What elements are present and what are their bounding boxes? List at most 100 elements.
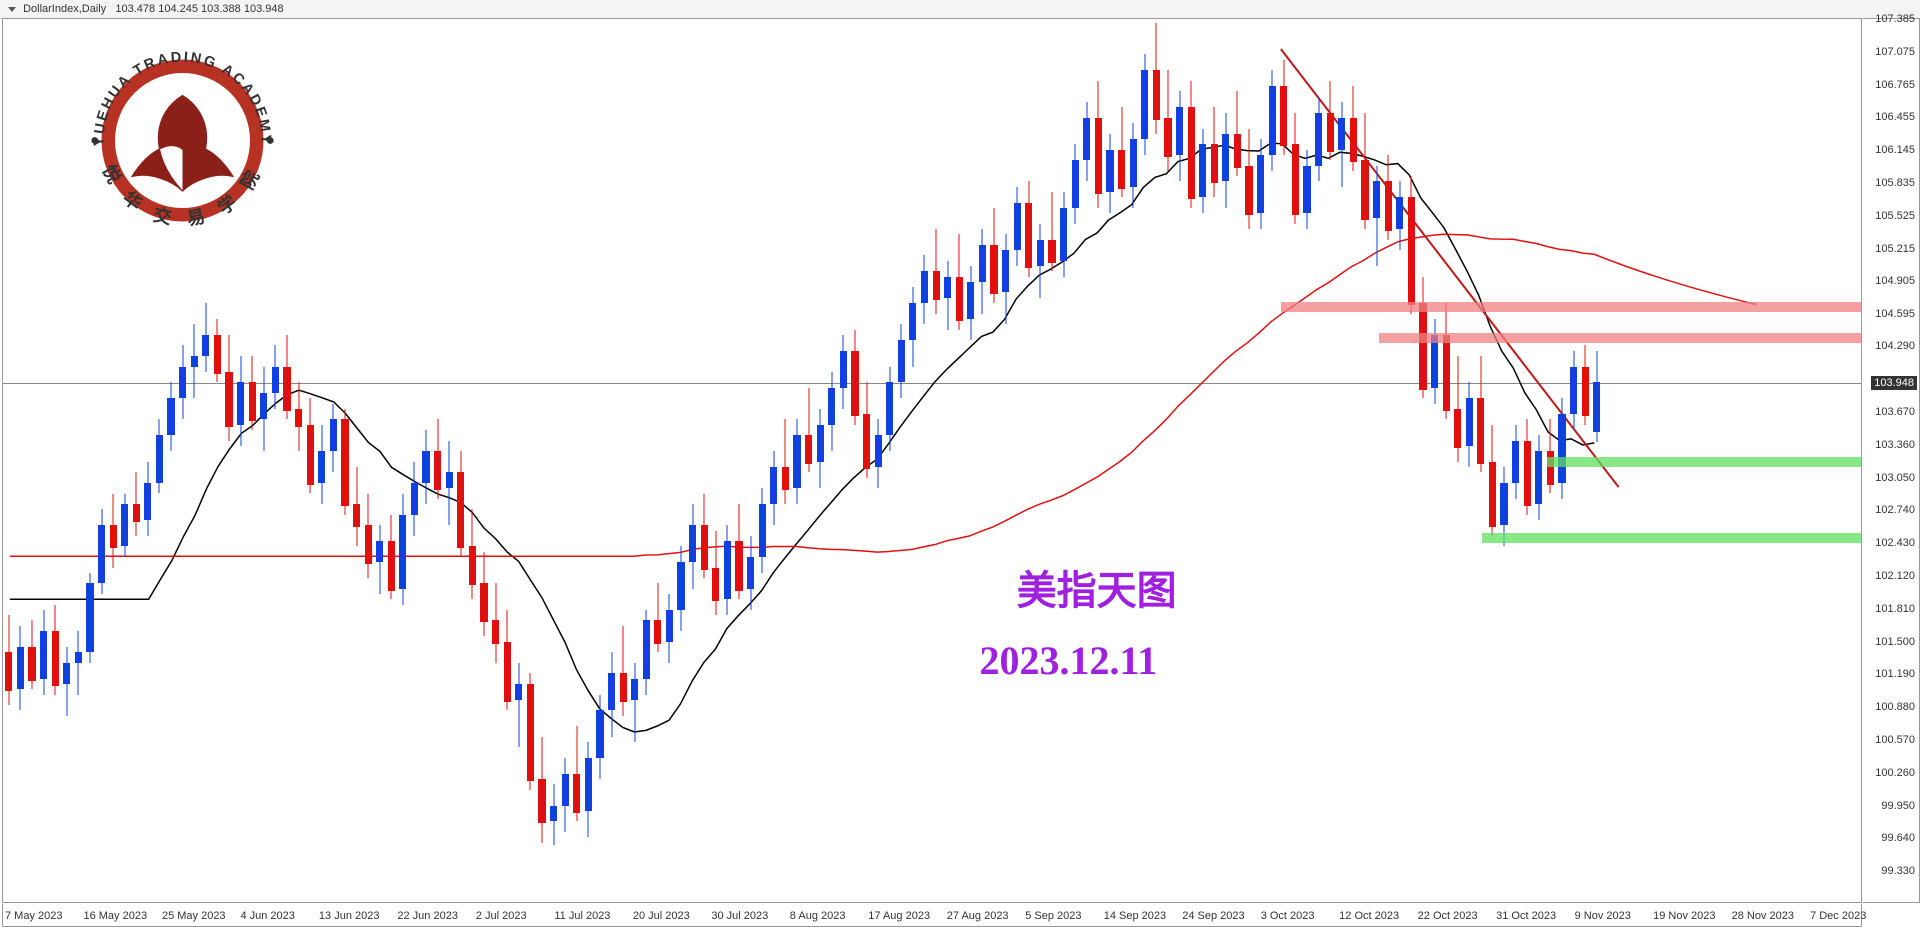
candle — [1315, 19, 1322, 902]
candle — [1327, 19, 1334, 902]
y-tick-label: 100.880 — [1875, 701, 1915, 713]
x-tick-label: 22 Jun 2023 — [397, 910, 458, 922]
y-tick-label: 102.740 — [1875, 504, 1915, 516]
candle — [341, 19, 348, 902]
candle — [1431, 19, 1438, 902]
candle — [1396, 19, 1403, 902]
candle — [1408, 19, 1415, 902]
x-tick-label: 7 May 2023 — [5, 910, 62, 922]
y-tick-label: 102.120 — [1875, 570, 1915, 582]
candle — [457, 19, 464, 902]
candle — [956, 19, 963, 902]
candle — [1048, 19, 1055, 902]
candle — [1292, 19, 1299, 902]
candle — [492, 19, 499, 902]
candle — [840, 19, 847, 902]
candle — [1188, 19, 1195, 902]
x-tick-label: 25 May 2023 — [162, 910, 226, 922]
candle — [469, 19, 476, 902]
candle — [388, 19, 395, 902]
x-tick-label: 17 Aug 2023 — [868, 910, 930, 922]
y-tick-label: 104.595 — [1875, 308, 1915, 320]
candle — [886, 19, 893, 902]
symbol-label: DollarIndex,Daily — [23, 3, 106, 15]
candle — [863, 19, 870, 902]
candle — [747, 19, 754, 902]
candle — [1338, 19, 1345, 902]
y-tick-label: 99.640 — [1881, 832, 1915, 844]
candle — [1477, 19, 1484, 902]
candle — [643, 19, 650, 902]
candle — [1350, 19, 1357, 902]
candle — [527, 19, 534, 902]
candle — [805, 19, 812, 902]
annotation-text: 2023.12.11 — [980, 637, 1158, 684]
candle — [365, 19, 372, 902]
candle — [735, 19, 742, 902]
candle — [562, 19, 569, 902]
candle — [1176, 19, 1183, 902]
candle — [318, 19, 325, 902]
candle — [480, 19, 487, 902]
candle — [573, 19, 580, 902]
candle — [307, 19, 314, 902]
candle — [538, 19, 545, 902]
y-tick-label: 99.330 — [1881, 865, 1915, 877]
candle — [608, 19, 615, 902]
candle — [1512, 19, 1519, 902]
candle — [40, 19, 47, 902]
candle — [399, 19, 406, 902]
candle — [770, 19, 777, 902]
candle — [1500, 19, 1507, 902]
candle — [1245, 19, 1252, 902]
candle — [1141, 19, 1148, 902]
candle — [1199, 19, 1206, 902]
y-tick-label: 106.765 — [1875, 79, 1915, 91]
candle — [701, 19, 708, 902]
candle — [1060, 19, 1067, 902]
y-tick-label: 105.835 — [1875, 177, 1915, 189]
candle — [5, 19, 12, 902]
y-axis: 107.385107.075106.765106.455106.145105.8… — [1863, 18, 1920, 903]
candle — [1211, 19, 1218, 902]
candle — [851, 19, 858, 902]
candle — [1385, 19, 1392, 902]
y-tick-label: 105.215 — [1875, 243, 1915, 255]
x-tick-label: 19 Nov 2023 — [1653, 910, 1715, 922]
candle — [898, 19, 905, 902]
x-tick-label: 5 Sep 2023 — [1025, 910, 1081, 922]
candle — [1361, 19, 1368, 902]
candle — [1419, 19, 1426, 902]
candle — [828, 19, 835, 902]
x-tick-label: 13 Jun 2023 — [319, 910, 380, 922]
candle — [967, 19, 974, 902]
candle — [909, 19, 916, 902]
y-tick-label: 99.950 — [1881, 800, 1915, 812]
x-tick-label: 2 Jul 2023 — [476, 910, 527, 922]
candle — [677, 19, 684, 902]
dropdown-icon[interactable] — [8, 7, 16, 12]
x-tick-label: 31 Oct 2023 — [1496, 910, 1556, 922]
candle — [817, 19, 824, 902]
resistance-zone — [1379, 333, 1861, 343]
chart-title-bar: DollarIndex,Daily 103.478 104.245 103.38… — [0, 0, 1920, 19]
candle — [712, 19, 719, 902]
candle — [1466, 19, 1473, 902]
candle — [1025, 19, 1032, 902]
candle — [376, 19, 383, 902]
candle — [1280, 19, 1287, 902]
candle — [1303, 19, 1310, 902]
x-tick-label: 4 Jun 2023 — [240, 910, 294, 922]
y-tick-label: 102.430 — [1875, 537, 1915, 549]
x-tick-label: 30 Jul 2023 — [711, 910, 768, 922]
candle — [1454, 19, 1461, 902]
candle — [1095, 19, 1102, 902]
candle — [504, 19, 511, 902]
candle — [1118, 19, 1125, 902]
y-tick-label: 107.385 — [1875, 13, 1915, 25]
y-tick-label: 101.190 — [1875, 668, 1915, 680]
candle — [17, 19, 24, 902]
candle — [585, 19, 592, 902]
candle — [689, 19, 696, 902]
candle — [28, 19, 35, 902]
